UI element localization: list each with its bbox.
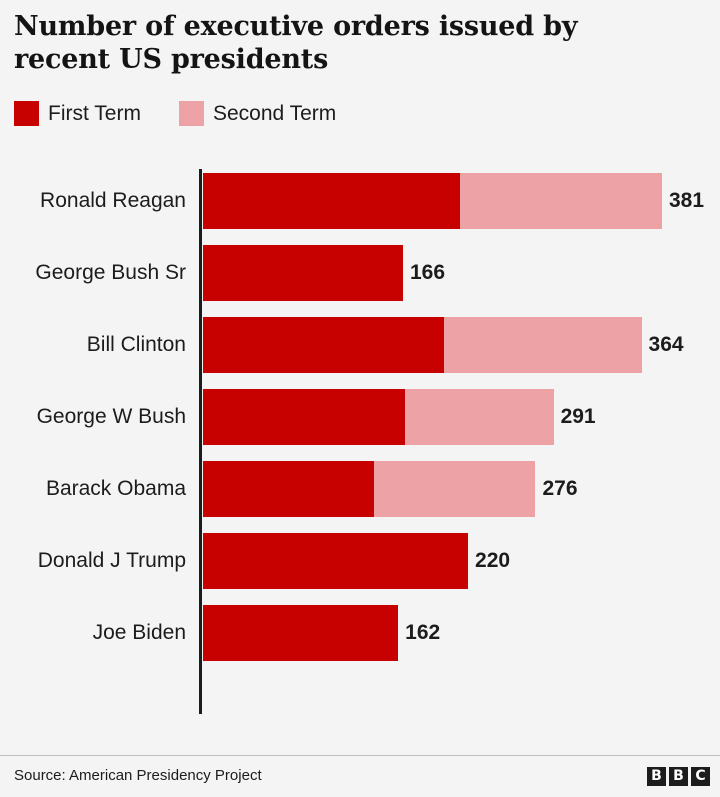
- bar-row: Donald J Trump 220: [0, 533, 720, 589]
- bar-stack: [203, 245, 403, 301]
- footer-divider: [0, 755, 720, 756]
- bar-segment-first-term: [203, 173, 460, 229]
- bar-value-label: 276: [542, 477, 578, 500]
- y-axis-line: [199, 169, 202, 714]
- bar-stack: [203, 605, 399, 661]
- bar-row-label: Joe Biden: [92, 621, 186, 644]
- page-title: Number of executive orders issued by rec…: [14, 11, 578, 75]
- bar-segment-first-term: [203, 605, 399, 661]
- legend-swatch-first-term: [14, 100, 39, 126]
- bar-row-label: Bill Clinton: [86, 333, 186, 356]
- bar-row: Joe Biden 162: [0, 605, 720, 661]
- bar-value-label: 162: [405, 621, 441, 644]
- bar-value-label: 381: [669, 189, 705, 212]
- bar-stack: [203, 389, 554, 445]
- bbc-logo-block-3: C: [691, 767, 710, 786]
- legend-item-first-term: First Term: [14, 100, 141, 126]
- bar-segment-first-term: [203, 317, 444, 373]
- bar-segment-second-term: [405, 389, 554, 445]
- bar-row-label: Barack Obama: [45, 477, 186, 500]
- bar-row: George Bush Sr 166: [0, 245, 720, 301]
- bar-segment-second-term: [374, 461, 536, 517]
- bar-stack: [203, 317, 642, 373]
- bar-value-label: 220: [475, 549, 511, 572]
- bbc-logo-block-1: B: [647, 767, 666, 786]
- bar-segment-first-term: [203, 389, 406, 445]
- bar-row: Bill Clinton 364: [0, 317, 720, 373]
- bbc-logo-block-2: B: [669, 767, 688, 786]
- bar-stack: [203, 173, 662, 229]
- bar-value-label: 291: [560, 405, 596, 428]
- bar-row-label: George Bush Sr: [35, 261, 186, 284]
- bar-value-label: 364: [648, 333, 684, 356]
- legend-swatch-second-term: [178, 100, 204, 126]
- chart-footer: Source: American Presidency Project B B …: [0, 756, 720, 797]
- legend-label-first-term: First Term: [48, 101, 141, 125]
- bar-row: George W Bush 291: [0, 389, 720, 445]
- bar-segment-second-term: [443, 317, 642, 373]
- bar-segment-second-term: [459, 173, 662, 229]
- bar-row-label: George W Bush: [36, 405, 186, 428]
- bar-segment-first-term: [203, 245, 403, 301]
- bar-value-label: 166: [409, 261, 446, 284]
- bbc-logo: B B C: [647, 767, 710, 786]
- bar-row: Ronald Reagan 381: [0, 173, 720, 229]
- bar-segment-first-term: [203, 461, 375, 517]
- chart-legend: First Term Second Term: [14, 98, 336, 128]
- bar-row-label: Donald J Trump: [37, 549, 186, 572]
- bar-stack: [203, 461, 536, 517]
- legend-item-second-term: Second Term: [178, 100, 337, 126]
- legend-label-second-term: Second Term: [212, 101, 337, 125]
- bar-segment-first-term: [203, 533, 469, 589]
- bar-row-label: Ronald Reagan: [40, 189, 186, 212]
- source-text: Source: American Presidency Project: [14, 767, 262, 784]
- bar-stack: [203, 533, 469, 589]
- chart-plot-area: Ronald Reagan 381 George Bush Sr 166 Bill Cl…: [0, 160, 720, 720]
- bar-row: Barack Obama 276: [0, 461, 720, 517]
